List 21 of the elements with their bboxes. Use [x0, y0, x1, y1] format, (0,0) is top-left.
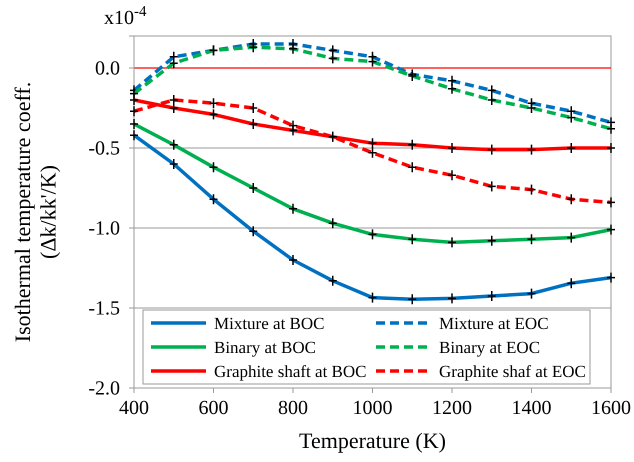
legend-label: Mixture at EOC [439, 314, 549, 333]
legend-label: Mixture at BOC [214, 314, 324, 333]
legend-label: Binary at EOC [439, 338, 540, 357]
x-tick-label: 1400 [512, 397, 552, 419]
x-tick-label: 800 [278, 397, 308, 419]
x-tick-label: 1000 [352, 397, 392, 419]
x-axis-title: Temperature (K) [299, 428, 446, 453]
legend-label: Graphite shaf at EOC [439, 362, 586, 381]
y-tick-label: -1.0 [88, 217, 120, 240]
x-tick-label: 1200 [432, 397, 472, 419]
y-tick-label: -2.0 [88, 377, 120, 400]
y-tick-label: -1.5 [88, 297, 120, 320]
x-tick-label: 600 [198, 397, 228, 419]
x-tick-label: 400 [119, 397, 149, 419]
legend-label: Binary at BOC [214, 338, 316, 357]
y-axis-title: Isothermal temperature coeff. (Δk/kk'/K) [10, 82, 60, 342]
y-tick-label: -0.5 [88, 137, 120, 160]
y-tick-label: 0.0 [95, 57, 120, 80]
legend-label: Graphite shaft at BOC [214, 362, 366, 381]
text: x10$^{-4}$ [104, 4, 147, 29]
x-tick-label: 1600 [591, 397, 631, 419]
